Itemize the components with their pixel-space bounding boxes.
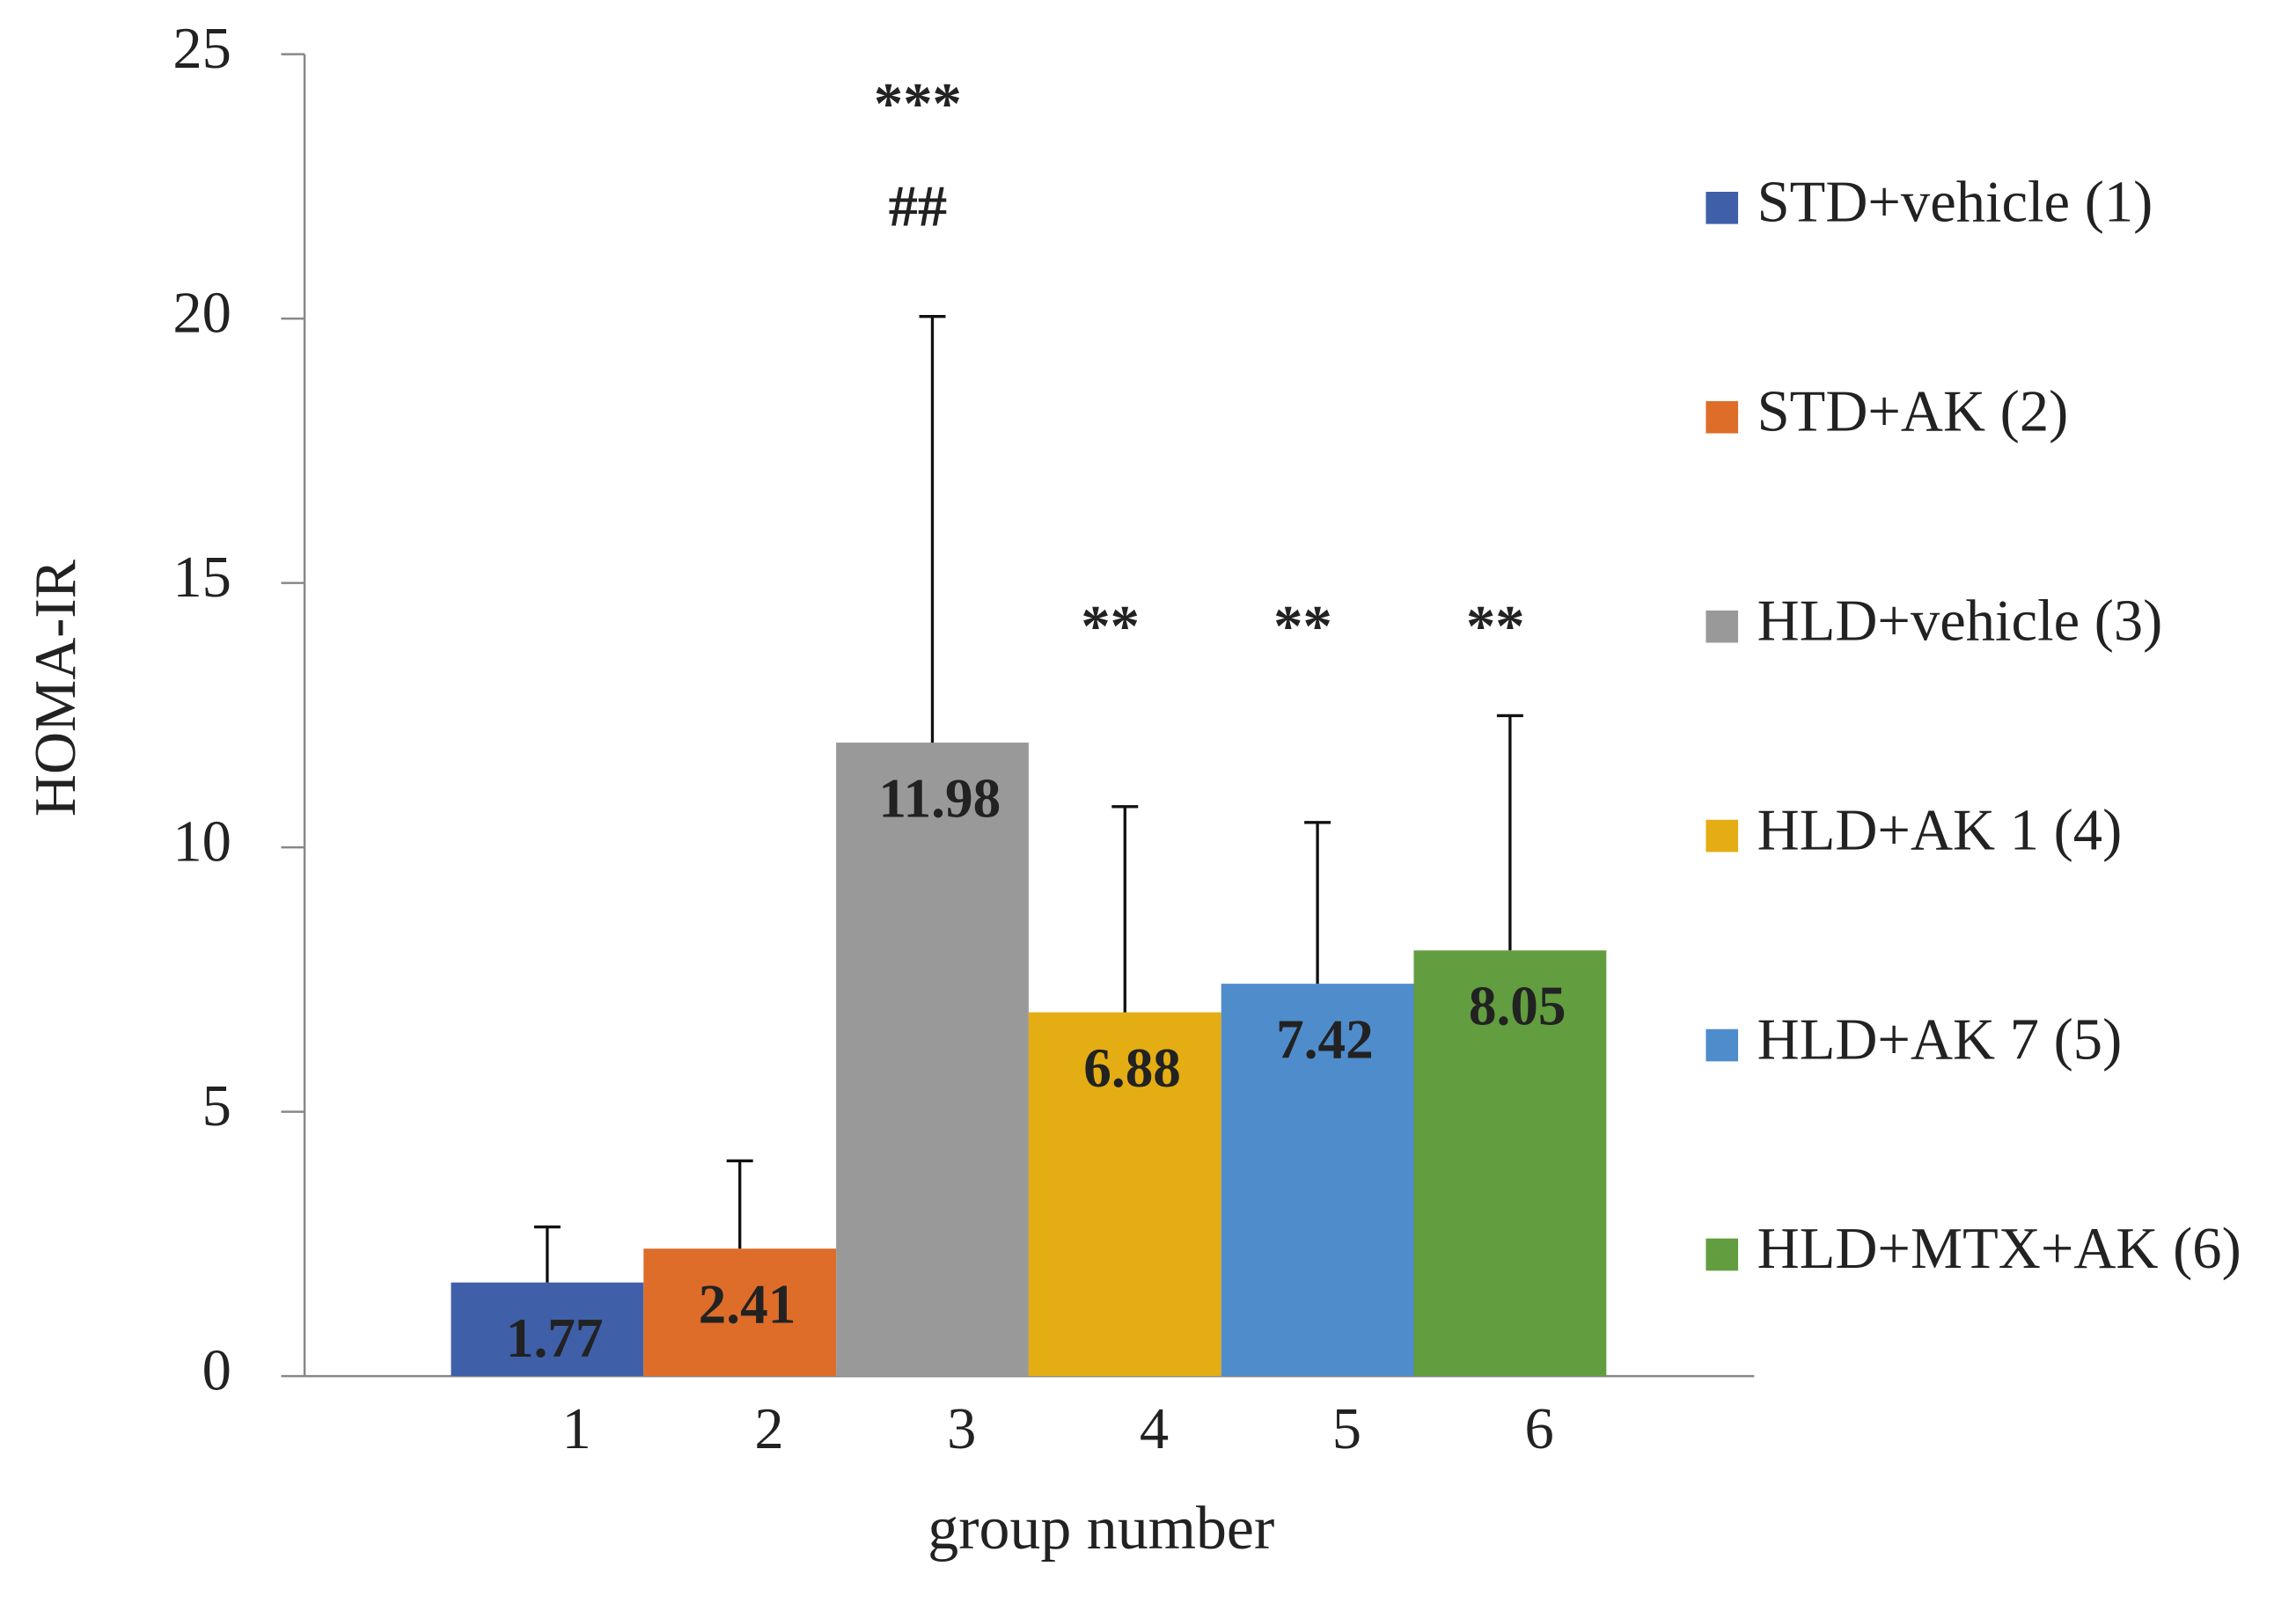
legend-label: HLD+MTX+AK (6) (1757, 1217, 2241, 1281)
bar (1028, 1012, 1221, 1377)
legend-swatch (1705, 191, 1739, 224)
legend-swatch (1705, 819, 1739, 853)
legend-label: HLD+AK 1 (4) (1757, 798, 2123, 862)
y-tick-label: 25 (172, 17, 231, 81)
legend-label: STD+AK (2) (1757, 379, 2069, 443)
x-tick-label: 2 (754, 1397, 783, 1461)
annotation: ** (1466, 595, 1525, 659)
y-tick-label: 10 (172, 809, 231, 874)
y-tick-label: 5 (202, 1074, 231, 1138)
annotation: ## (889, 175, 948, 239)
bar (1221, 984, 1414, 1377)
legend-swatch (1705, 610, 1739, 643)
legend-label: STD+vehicle (1) (1757, 171, 2153, 235)
annotation: ** (1273, 595, 1332, 659)
legend-label: HLD+vehicle (3) (1757, 589, 2163, 653)
x-tick-label: 1 (562, 1397, 591, 1461)
x-tick-label: 6 (1525, 1397, 1554, 1461)
legend-label: HLD+AK 7 (5) (1757, 1007, 2123, 1072)
x-tick-label: 4 (1140, 1397, 1169, 1461)
x-tick-label: 5 (1332, 1397, 1361, 1461)
legend-swatch (1705, 1028, 1739, 1062)
x-tick-label: 3 (947, 1397, 976, 1461)
value-label: 2.41 (699, 1274, 796, 1336)
value-label: 11.98 (878, 767, 1001, 829)
legend-swatch (1705, 1238, 1739, 1271)
annotation: *** (874, 72, 962, 136)
y-tick-label: 20 (172, 281, 231, 345)
y-tick-label: 0 (202, 1338, 231, 1402)
legend-swatch (1705, 400, 1739, 434)
annotation: ** (1081, 595, 1140, 659)
bar (836, 743, 1029, 1377)
bar (1413, 950, 1607, 1377)
bar (643, 1248, 837, 1377)
x-axis-label: group number (928, 1495, 1274, 1563)
y-axis-label: HOMA-IR (24, 559, 88, 816)
bar (451, 1282, 644, 1377)
value-label: 7.42 (1276, 1009, 1374, 1071)
value-label: 8.05 (1469, 976, 1566, 1037)
value-label: 1.77 (506, 1307, 604, 1369)
y-tick-label: 15 (172, 545, 231, 610)
value-label: 6.88 (1083, 1037, 1181, 1099)
